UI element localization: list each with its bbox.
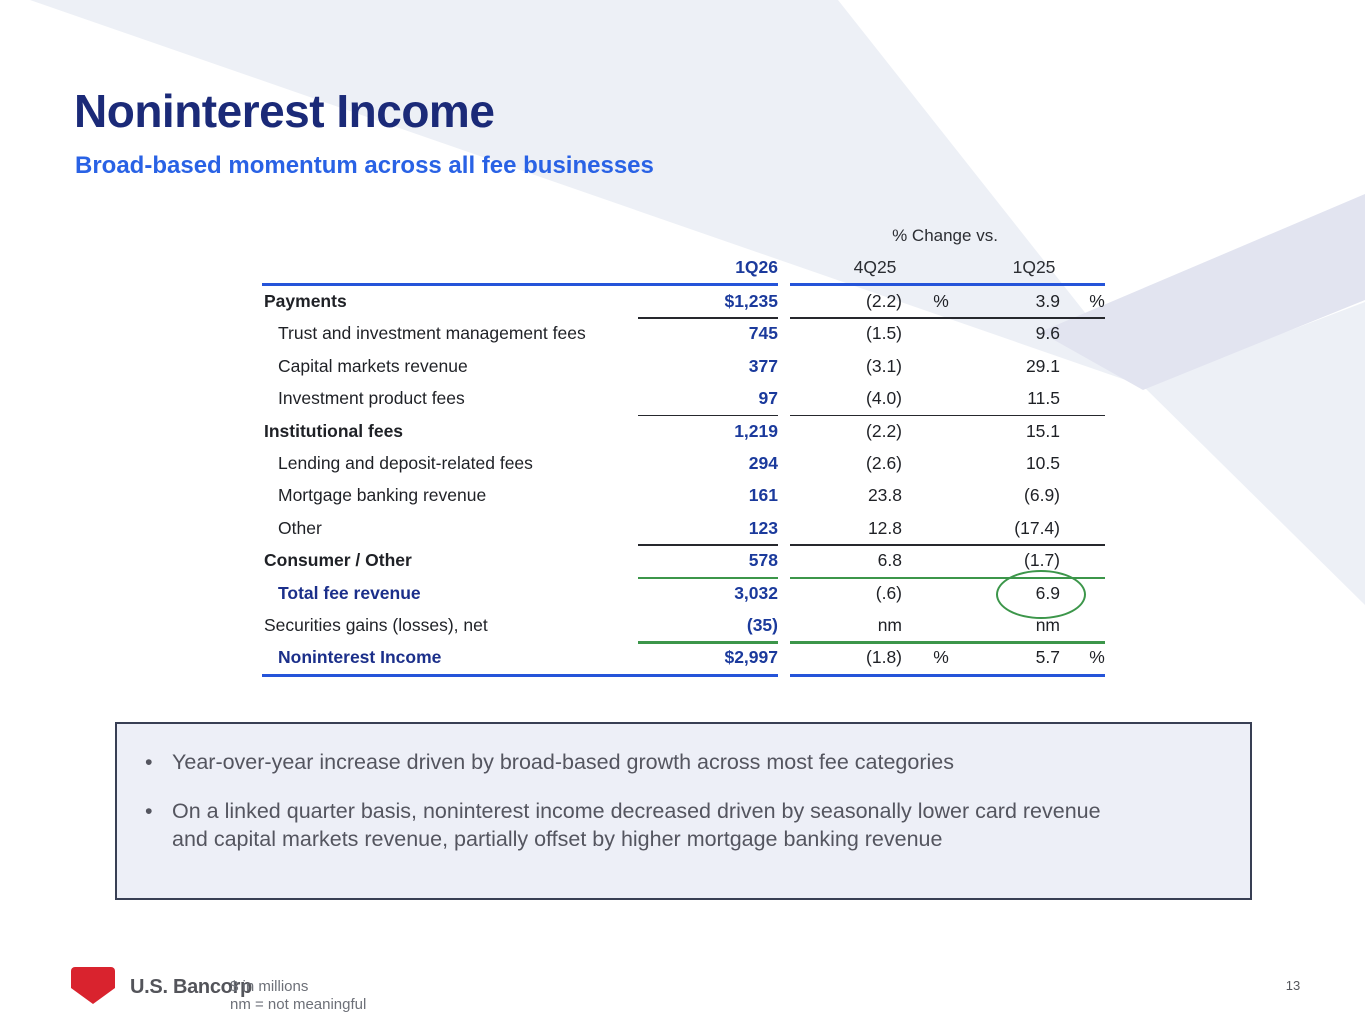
row-label: Securities gains (losses), net bbox=[264, 615, 488, 635]
divider-rule bbox=[638, 544, 778, 546]
table-row: Lending and deposit-related fees 294 (2.… bbox=[262, 447, 1105, 479]
value-vs-4q25: (2.2) bbox=[866, 420, 902, 441]
row-label: Consumer / Other bbox=[264, 550, 412, 571]
us-bancorp-shield-icon bbox=[71, 967, 115, 1004]
table-row: Consumer / Other 578 6.8 (1.7) bbox=[262, 544, 1105, 576]
value-1q26: $1,235 bbox=[724, 291, 778, 311]
logo-text: U.S. Bancorp bbox=[130, 976, 252, 998]
value-1q26: 578 bbox=[748, 550, 778, 571]
table-row: Investment product fees 97 (4.0) 11.5 bbox=[262, 382, 1105, 414]
column-header-4q25: 4Q25 bbox=[853, 257, 897, 277]
table-row: Noninterest Income $2,997 (1.8) % 5.7 % bbox=[262, 641, 1105, 673]
value-1q26: 377 bbox=[748, 355, 778, 376]
value-vs-4q25: (2.6) bbox=[866, 453, 902, 473]
table-row: Institutional fees 1,219 (2.2) 15.1 bbox=[262, 415, 1105, 447]
value-vs-1q25: 10.5 bbox=[1025, 453, 1060, 473]
table-row: Trust and investment management fees 745… bbox=[262, 317, 1105, 349]
value-vs-1q25: 3.9 bbox=[1035, 291, 1060, 311]
footnote-nm: nm = not meaningful bbox=[230, 996, 367, 1013]
value-1q26: 97 bbox=[758, 388, 778, 409]
subtotal-rule-green bbox=[790, 641, 1105, 644]
footnotes: $ in millions nm = not meaningful bbox=[230, 978, 366, 1014]
table-row: Securities gains (losses), net (35) nm n… bbox=[262, 609, 1105, 641]
row-label: Total fee revenue bbox=[278, 582, 421, 603]
value-vs-4q25: (3.1) bbox=[866, 355, 902, 376]
row-label: Noninterest Income bbox=[278, 647, 442, 668]
value-vs-1q25: (6.9) bbox=[1024, 485, 1060, 506]
bullet-item: Year-over-year increase driven by broad-… bbox=[145, 748, 1250, 776]
value-vs-1q25: (1.7) bbox=[1024, 550, 1060, 571]
highlights-box: Year-over-year increase driven by broad-… bbox=[115, 722, 1252, 900]
subtotal-rule-green bbox=[790, 576, 1105, 580]
value-1q26: 123 bbox=[748, 517, 778, 538]
divider-rule bbox=[790, 414, 1105, 417]
value-1q26: (35) bbox=[746, 615, 778, 635]
row-label: Trust and investment management fees bbox=[278, 323, 586, 344]
value-vs-4q25: (2.2) bbox=[866, 291, 902, 311]
bullet-text: Year-over-year increase driven by broad-… bbox=[172, 750, 954, 774]
page-title: Noninterest Income bbox=[74, 85, 495, 137]
page-subtitle: Broad-based momentum across all fee busi… bbox=[75, 152, 654, 179]
table-row: Total fee revenue 3,032 (.6) 6.9 bbox=[262, 577, 1105, 609]
percent-sign: % bbox=[933, 291, 949, 311]
change-vs-header: % Change vs. bbox=[892, 226, 998, 245]
value-vs-4q25: nm bbox=[877, 615, 902, 635]
value-1q26: 3,032 bbox=[734, 582, 778, 603]
value-1q26: 745 bbox=[748, 323, 778, 344]
value-vs-4q25: (.6) bbox=[875, 582, 902, 603]
value-1q26: 161 bbox=[748, 485, 778, 506]
divider-rule bbox=[638, 414, 778, 417]
table-row: Mortgage banking revenue 161 23.8 (6.9) bbox=[262, 479, 1105, 511]
row-label: Other bbox=[278, 517, 322, 538]
value-vs-1q25: 11.5 bbox=[1027, 388, 1060, 409]
column-header-1q26: 1Q26 bbox=[735, 257, 778, 277]
divider-rule bbox=[638, 317, 778, 319]
total-rule-left bbox=[262, 673, 778, 677]
row-label: Capital markets revenue bbox=[278, 355, 468, 376]
column-header-1q25: 1Q25 bbox=[1012, 257, 1056, 277]
table-row: Capital markets revenue 377 (3.1) 29.1 bbox=[262, 350, 1105, 382]
row-label: Mortgage banking revenue bbox=[278, 485, 487, 506]
value-vs-1q25: (17.4) bbox=[1014, 517, 1060, 538]
bullet-text: and capital markets revenue, partially o… bbox=[172, 827, 943, 851]
row-label: Investment product fees bbox=[278, 388, 465, 409]
percent-sign: % bbox=[1089, 291, 1105, 311]
footnote-millions: $ in millions bbox=[230, 978, 309, 995]
value-vs-1q25: 29.1 bbox=[1025, 355, 1060, 376]
bullet-item: On a linked quarter basis, noninterest i… bbox=[145, 797, 1250, 853]
row-label: Institutional fees bbox=[264, 420, 404, 441]
value-1q26: 1,219 bbox=[734, 420, 778, 441]
value-1q26: 294 bbox=[748, 453, 778, 473]
value-vs-1q25: nm bbox=[1035, 615, 1060, 635]
green-circle-annotation bbox=[996, 570, 1086, 619]
percent-sign: % bbox=[933, 647, 949, 668]
value-1q26: $2,997 bbox=[724, 647, 778, 668]
header-rule-left bbox=[262, 283, 778, 286]
value-vs-1q25: 5.7 bbox=[1035, 647, 1060, 668]
table-row: Payments $1,235 (2.2) % 3.9 % bbox=[262, 285, 1105, 317]
percent-sign: % bbox=[1089, 647, 1105, 668]
value-vs-4q25: (1.5) bbox=[866, 323, 902, 344]
divider-rule bbox=[790, 317, 1105, 319]
bullet-text: On a linked quarter basis, noninterest i… bbox=[172, 799, 1101, 823]
value-vs-4q25: 12.8 bbox=[867, 517, 902, 538]
subtotal-rule-green bbox=[638, 641, 778, 644]
divider-rule bbox=[790, 544, 1105, 546]
value-vs-4q25: (1.8) bbox=[866, 647, 902, 668]
noninterest-income-table: % Change vs. 1Q26 4Q25 1Q25 Payments $1,… bbox=[262, 222, 1105, 692]
value-vs-4q25: 6.8 bbox=[877, 550, 902, 571]
value-vs-4q25: 23.8 bbox=[867, 485, 902, 506]
value-vs-1q25: 9.6 bbox=[1035, 323, 1060, 344]
subtotal-rule-green bbox=[638, 576, 778, 580]
row-label: Lending and deposit-related fees bbox=[278, 453, 533, 473]
page-number: 13 bbox=[1285, 978, 1301, 993]
total-rule-right bbox=[790, 673, 1105, 677]
value-vs-4q25: (4.0) bbox=[866, 388, 902, 409]
table-row: Other 123 12.8 (17.4) bbox=[262, 512, 1105, 544]
header-rule-right bbox=[790, 283, 1105, 286]
value-vs-1q25: 15.1 bbox=[1025, 420, 1060, 441]
row-label: Payments bbox=[264, 291, 347, 311]
